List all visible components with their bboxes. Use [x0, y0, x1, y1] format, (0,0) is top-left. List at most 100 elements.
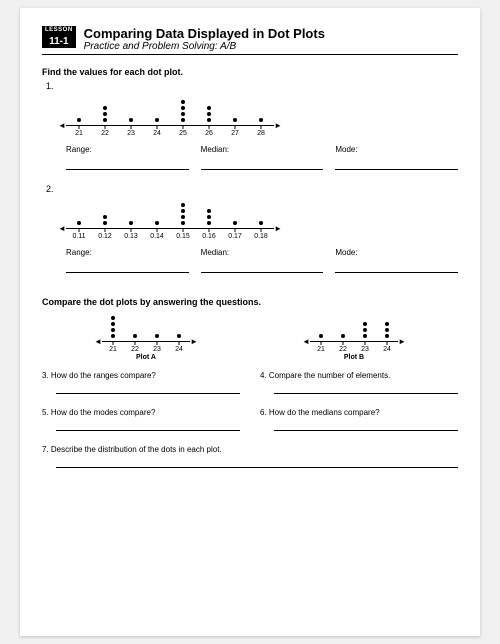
mode-label: Mode:	[335, 248, 458, 257]
dot-icon	[181, 215, 185, 219]
dot-icon	[129, 221, 133, 225]
worksheet-page: LESSON 11-1 Comparing Data Displayed in …	[20, 8, 480, 636]
dot-plot: ◄►0.110.120.130.140.150.160.170.18	[42, 196, 458, 240]
dot-icon	[181, 203, 185, 207]
dot-icon	[207, 215, 211, 219]
answer-blank[interactable]	[274, 421, 458, 431]
answer-blank[interactable]	[335, 261, 458, 273]
dot-icon	[155, 221, 159, 225]
arrow-left-icon: ◄	[94, 338, 102, 346]
compare-plots: ◄►21222324Plot A ◄►21222324Plot B	[42, 313, 458, 361]
dot-icon	[259, 221, 263, 225]
dot-icon	[77, 118, 81, 122]
axis-tick-label: 23	[146, 342, 168, 353]
answer-blank[interactable]	[56, 384, 240, 394]
axis-tick-label: 22	[124, 342, 146, 353]
answer-blank[interactable]	[201, 158, 324, 170]
lesson-label: LESSON	[42, 26, 76, 35]
range-label: Range:	[66, 248, 189, 257]
answer-blank[interactable]	[66, 158, 189, 170]
page-subtitle: Practice and Problem Solving: A/B	[84, 41, 458, 52]
dot-icon	[319, 334, 323, 338]
dot-plot: ◄►2122232425262728	[42, 93, 458, 137]
question-3: 3. How do the ranges compare?	[42, 371, 240, 380]
dot-icon	[111, 334, 115, 338]
question-6: 6. How do the medians compare?	[260, 408, 458, 417]
plot-b: ◄►21222324Plot B	[310, 313, 398, 361]
dot-icon	[207, 221, 211, 225]
dot-icon	[181, 106, 185, 110]
arrow-left-icon: ◄	[58, 122, 66, 130]
dot-icon	[103, 106, 107, 110]
axis-tick-label: 0.11	[66, 229, 92, 240]
axis-tick-label: 0.12	[92, 229, 118, 240]
median-label: Median:	[201, 248, 324, 257]
axis-tick-label: 0.17	[222, 229, 248, 240]
axis-tick-label: 21	[66, 126, 92, 137]
dot-icon	[207, 106, 211, 110]
problem-number: 2.	[42, 184, 458, 194]
lesson-number: 11-1	[42, 35, 76, 48]
axis-tick-label: 0.13	[118, 229, 144, 240]
answer-blank[interactable]	[56, 421, 240, 431]
median-label: Median:	[201, 145, 324, 154]
axis-tick-label: 24	[376, 342, 398, 353]
mode-label: Mode:	[335, 145, 458, 154]
dot-icon	[181, 221, 185, 225]
plot-title: Plot B	[310, 354, 398, 361]
dot-icon	[103, 118, 107, 122]
section1-heading: Find the values for each dot plot.	[42, 67, 458, 77]
dot-icon	[103, 112, 107, 116]
axis-tick-label: 0.14	[144, 229, 170, 240]
dot-icon	[103, 221, 107, 225]
question-row: 5. How do the modes compare? 6. How do t…	[42, 408, 458, 417]
axis-tick-label: 0.16	[196, 229, 222, 240]
dot-icon	[155, 334, 159, 338]
problems-container: 1.◄►2122232425262728Range:Median:Mode:2.…	[42, 81, 458, 273]
axis-tick-label: 24	[168, 342, 190, 353]
dot-icon	[111, 328, 115, 332]
plot-title: Plot A	[102, 354, 190, 361]
dot-icon	[177, 334, 181, 338]
page-title: Comparing Data Displayed in Dot Plots	[84, 26, 458, 41]
axis-tick-label: 0.15	[170, 229, 196, 240]
axis-tick-label: 27	[222, 126, 248, 137]
problem: 1.◄►2122232425262728Range:Median:Mode:	[42, 81, 458, 170]
dot-icon	[155, 118, 159, 122]
arrow-right-icon: ►	[274, 122, 282, 130]
dot-icon	[385, 328, 389, 332]
answer-blank[interactable]	[56, 458, 458, 468]
dot-icon	[103, 215, 107, 219]
dot-icon	[129, 118, 133, 122]
answer-blank[interactable]	[66, 261, 189, 273]
axis-tick-label: 21	[310, 342, 332, 353]
header: LESSON 11-1 Comparing Data Displayed in …	[42, 26, 458, 55]
answer-blank[interactable]	[335, 158, 458, 170]
plot-a: ◄►21222324Plot A	[102, 313, 190, 361]
dot-icon	[363, 334, 367, 338]
question-5: 5. How do the modes compare?	[42, 408, 240, 417]
arrow-right-icon: ►	[190, 338, 198, 346]
question-4: 4. Compare the number of elements.	[260, 371, 458, 380]
arrow-right-icon: ►	[274, 225, 282, 233]
question-7: 7. Describe the distribution of the dots…	[42, 445, 458, 454]
dot-icon	[77, 221, 81, 225]
answer-blank[interactable]	[201, 261, 324, 273]
answer-blank-row	[42, 421, 458, 431]
dot-icon	[181, 100, 185, 104]
dot-icon	[181, 112, 185, 116]
title-block: Comparing Data Displayed in Dot Plots Pr…	[84, 26, 458, 52]
dot-icon	[207, 209, 211, 213]
axis-tick-label: 0.18	[248, 229, 274, 240]
dot-icon	[341, 334, 345, 338]
arrow-right-icon: ►	[398, 338, 406, 346]
dot-icon	[133, 334, 137, 338]
dot-icon	[207, 118, 211, 122]
axis-tick-label: 25	[170, 126, 196, 137]
dot-icon	[207, 112, 211, 116]
answer-blank[interactable]	[274, 384, 458, 394]
dot-icon	[233, 221, 237, 225]
dot-icon	[111, 322, 115, 326]
arrow-left-icon: ◄	[302, 338, 310, 346]
axis-tick-label: 22	[92, 126, 118, 137]
